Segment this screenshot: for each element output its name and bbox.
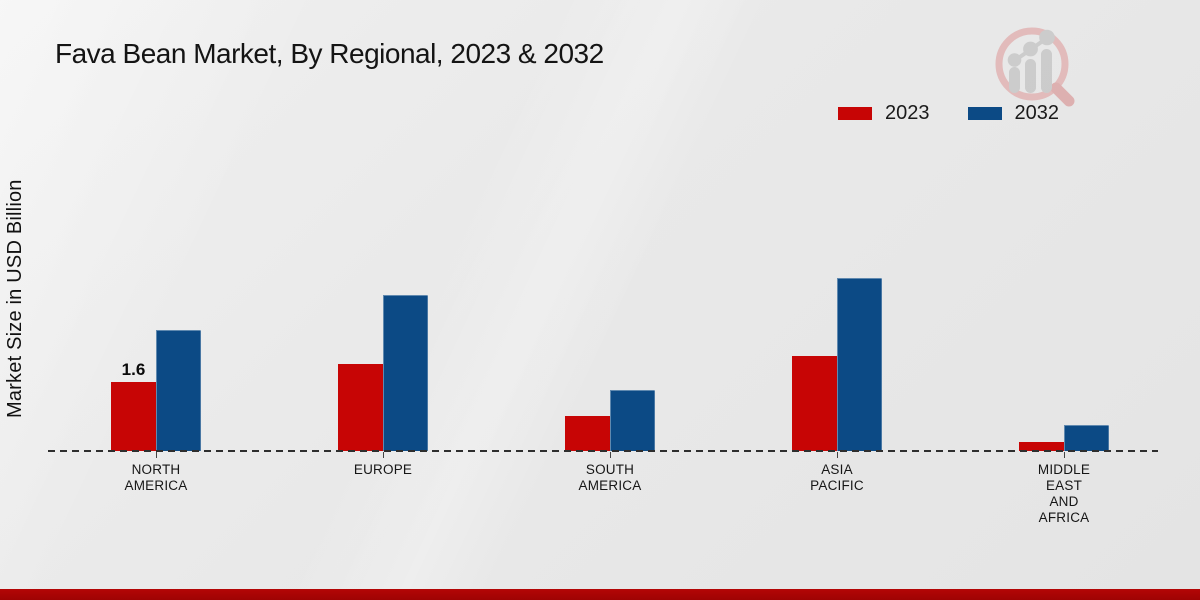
bar-2023-north-america bbox=[111, 382, 156, 451]
bar-2023-europe bbox=[338, 364, 383, 451]
x-axis-tick bbox=[837, 452, 838, 458]
legend-item-2032: 2032 bbox=[967, 102, 1060, 125]
bar-2023-middle-east-and-africa bbox=[1019, 442, 1064, 451]
legend-label-2023: 2023 bbox=[885, 102, 930, 124]
bar-2032-asia-pacific bbox=[837, 278, 882, 451]
footer-accent-bar bbox=[0, 589, 1200, 600]
legend-label-2032: 2032 bbox=[1014, 102, 1060, 124]
x-axis-label-south-america: SOUTH AMERICA bbox=[578, 462, 642, 493]
legend-swatch-2032 bbox=[967, 107, 1002, 120]
x-axis-label-north-america: NORTH AMERICA bbox=[124, 462, 188, 493]
chart-title: Fava Bean Market, By Regional, 2023 & 20… bbox=[55, 38, 604, 69]
legend: 2023 2032 bbox=[838, 102, 1059, 125]
x-axis-tick bbox=[156, 452, 157, 458]
bar-2032-middle-east-and-africa bbox=[1064, 425, 1109, 451]
x-axis-tick bbox=[1064, 452, 1065, 458]
bar-2032-north-america bbox=[156, 330, 201, 451]
magnifier-growth-chart-icon bbox=[995, 27, 1075, 107]
bar-2032-south-america bbox=[610, 390, 655, 451]
legend-item-2023: 2023 bbox=[838, 102, 930, 125]
x-axis-tick bbox=[383, 452, 384, 458]
data-label-2023-north-america: 1.6 bbox=[121, 360, 146, 379]
legend-swatch-2023 bbox=[838, 107, 872, 120]
x-axis-tick bbox=[610, 452, 611, 458]
x-axis-baseline bbox=[48, 450, 1158, 452]
x-axis-label-middle-east-and-africa: MIDDLE EAST AND AFRICA bbox=[1037, 462, 1091, 525]
x-axis-label-europe: EUROPE bbox=[353, 462, 413, 477]
bar-2032-europe bbox=[383, 295, 428, 451]
bar-2023-asia-pacific bbox=[792, 356, 837, 451]
x-axis-label-asia-pacific: ASIA PACIFIC bbox=[810, 462, 864, 493]
bar-2023-south-america bbox=[565, 416, 610, 451]
